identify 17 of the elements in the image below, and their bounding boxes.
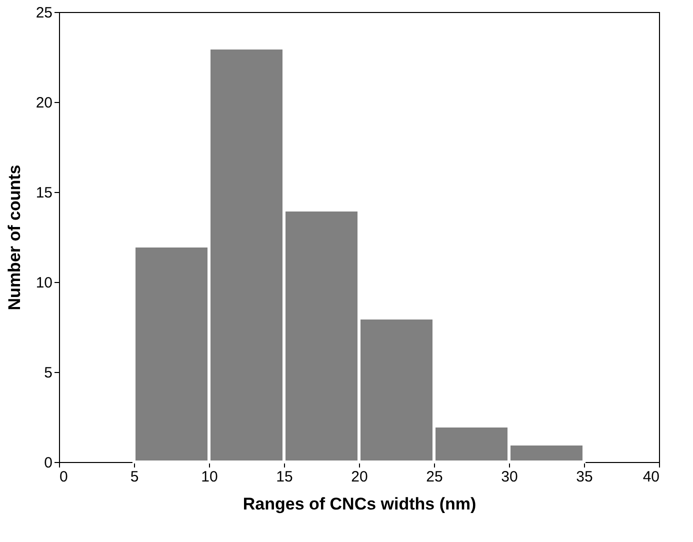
y-axis-title: Number of counts (4, 164, 24, 310)
y-tick-label: 0 (44, 454, 52, 472)
x-axis-title: Ranges of CNCs widths (nm) (242, 494, 476, 514)
x-tick-label: 35 (576, 468, 593, 486)
x-tick-label: 25 (426, 468, 443, 486)
x-tick-label: 20 (351, 468, 368, 486)
y-tick-label: 5 (44, 364, 52, 382)
y-tick-label: 25 (36, 4, 52, 22)
x-tick-label: 5 (130, 468, 139, 486)
x-tick-label: 30 (501, 468, 518, 486)
y-tick-label: 20 (36, 94, 52, 112)
x-tick-label: 10 (201, 468, 218, 486)
x-tick-label: 40 (642, 468, 660, 486)
y-tick-label: 10 (36, 274, 52, 292)
x-tick-label: 0 (60, 468, 68, 486)
y-tick-label: 15 (36, 184, 52, 202)
x-tick-label: 15 (276, 468, 293, 486)
